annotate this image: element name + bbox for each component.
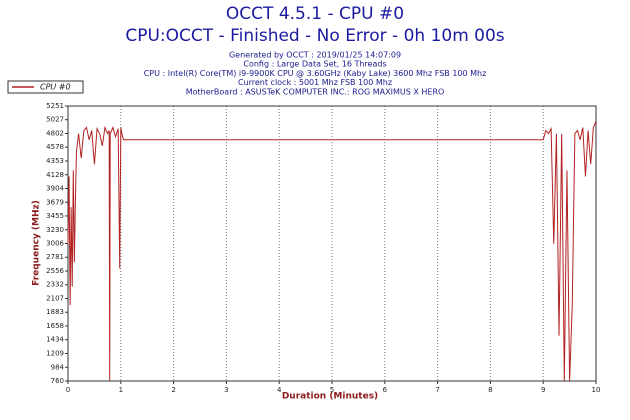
y-tick-label: 1883 bbox=[46, 308, 64, 316]
x-tick-label: 1 bbox=[119, 386, 123, 394]
y-tick-label: 1658 bbox=[46, 322, 64, 330]
x-tick-label: 2 bbox=[171, 386, 175, 394]
y-tick-label: 3679 bbox=[46, 198, 64, 206]
x-tick-label: 5 bbox=[330, 386, 334, 394]
y-tick-label: 4802 bbox=[46, 129, 64, 137]
x-tick-label: 6 bbox=[383, 386, 388, 394]
y-tick-label: 2556 bbox=[46, 267, 64, 275]
y-tick-label: 2332 bbox=[46, 281, 64, 289]
y-tick-label: 5251 bbox=[46, 102, 64, 110]
x-axis-label: Duration (Minutes) bbox=[282, 392, 378, 402]
data-line bbox=[67, 121, 597, 382]
chart-subtitle: CPU:OCCT - Finished - No Error - 0h 10m … bbox=[125, 26, 504, 46]
plot-area bbox=[68, 106, 596, 381]
legend-box bbox=[7, 80, 84, 94]
info-line: MotherBoard : ASUSTeK COMPUTER INC.: ROG… bbox=[186, 87, 445, 96]
info-line: Generated by OCCT : 2019/01/25 14:07:09 bbox=[229, 51, 401, 60]
y-tick-label: 1209 bbox=[46, 350, 64, 358]
x-tick-label: 4 bbox=[277, 386, 282, 394]
x-tick-label: 3 bbox=[224, 386, 228, 394]
y-tick-label: 760 bbox=[51, 377, 64, 385]
y-tick-label: 2107 bbox=[46, 295, 64, 303]
y-tick-label: 4578 bbox=[46, 143, 64, 151]
info-line: Current clock : 5001 Mhz FSB 100 Mhz bbox=[238, 78, 392, 87]
y-tick-label: 984 bbox=[51, 363, 65, 371]
x-tick-label: 7 bbox=[435, 386, 439, 394]
chart-title: OCCT 4.5.1 - CPU #0 bbox=[226, 4, 404, 24]
y-axis-label: Frequency (MHz) bbox=[32, 200, 42, 286]
x-tick-label: 8 bbox=[488, 386, 492, 394]
y-tick-label: 3904 bbox=[46, 184, 64, 192]
x-tick-label: 0 bbox=[66, 386, 70, 394]
y-tick-label: 5027 bbox=[46, 116, 64, 124]
y-tick-label: 4353 bbox=[46, 157, 64, 165]
x-tick-label: 10 bbox=[592, 386, 601, 394]
x-tick-label: 9 bbox=[541, 386, 545, 394]
y-tick-label: 3455 bbox=[46, 212, 64, 220]
legend-label: CPU #0 bbox=[40, 83, 71, 92]
y-tick-label: 2781 bbox=[46, 253, 64, 261]
y-tick-label: 4128 bbox=[46, 171, 64, 179]
info-line: Config : Large Data Set, 16 Threads bbox=[243, 60, 386, 69]
y-tick-label: 3006 bbox=[46, 239, 64, 247]
y-tick-label: 1434 bbox=[46, 336, 64, 344]
info-line: CPU : Intel(R) Core(TM) i9-9900K CPU @ 3… bbox=[144, 69, 487, 78]
y-tick-label: 3230 bbox=[46, 226, 64, 234]
